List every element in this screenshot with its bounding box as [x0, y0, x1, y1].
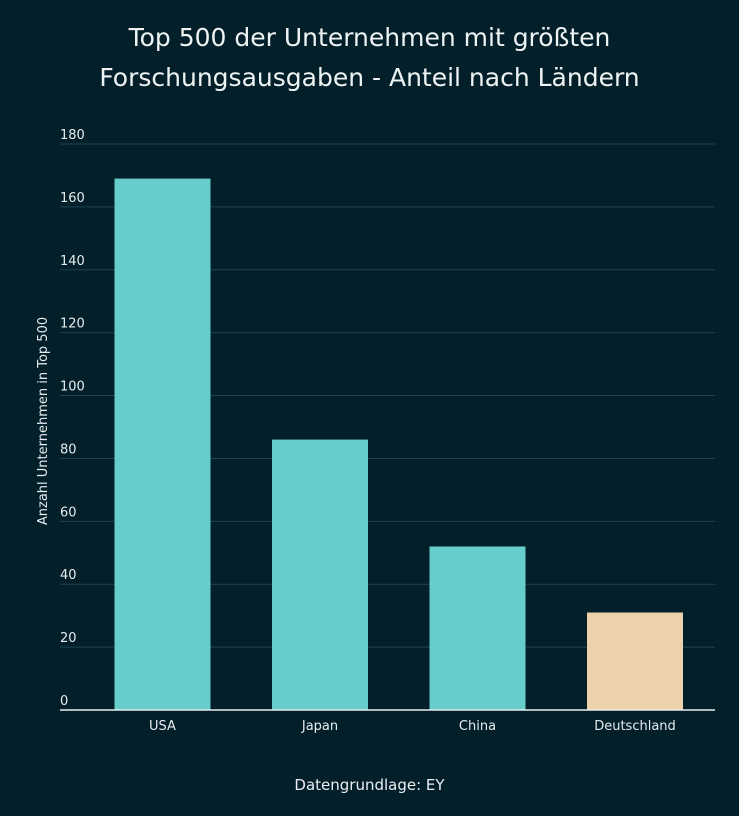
bar-usa [114, 178, 211, 711]
chart-title-line-1: Top 500 der Unternehmen mit größten [128, 23, 611, 52]
source-note: Datengrundlage: EY [294, 776, 445, 794]
y-tick-label: 0 [60, 694, 68, 709]
y-axis-ticks: 0 20 40 60 80 100 120 140 160 180 [60, 128, 85, 709]
y-tick-label: 120 [60, 317, 85, 332]
chart-title: Top 500 der Unternehmen mit größten Fors… [0, 18, 739, 98]
y-tick-label: 80 [60, 442, 77, 457]
y-tick-label: 140 [60, 254, 85, 269]
y-tick-label: 60 [60, 505, 77, 520]
y-tick-label: 20 [60, 631, 77, 646]
bar-china [429, 546, 526, 710]
y-axis-title: Anzahl Unternehmen in Top 500 [36, 317, 51, 525]
y-tick-label: 160 [60, 191, 85, 206]
x-tick-label: China [459, 719, 496, 734]
y-tick-label: 40 [60, 568, 77, 583]
bar-deutschland [587, 612, 683, 710]
x-tick-label: Japan [301, 719, 338, 734]
x-tick-label: Deutschland [594, 719, 676, 734]
bars [114, 178, 683, 711]
bar-japan [272, 439, 368, 710]
y-tick-label: 100 [60, 380, 85, 395]
chart-title-line-2: Forschungsausgaben - Anteil nach Ländern [99, 63, 640, 92]
x-axis-labels: USA Japan China Deutschland [149, 719, 676, 734]
y-tick-label: 180 [60, 128, 85, 143]
x-tick-label: USA [149, 719, 176, 734]
